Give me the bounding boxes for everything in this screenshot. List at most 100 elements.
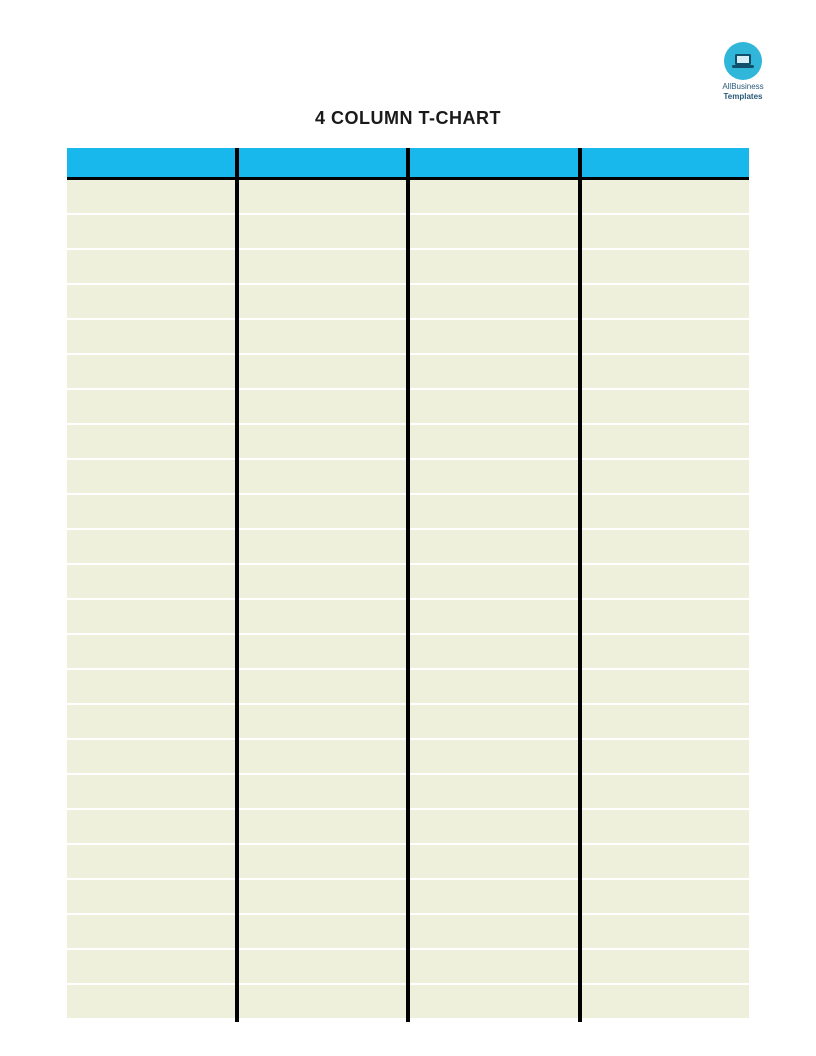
t-chart-cell [239,740,407,773]
t-chart-row [67,320,749,353]
column-separator [578,458,582,460]
t-chart-cell [410,705,578,738]
t-chart-cell [582,425,750,458]
t-chart-cell [582,705,750,738]
column-separator [406,388,410,390]
t-chart-row [67,880,749,913]
t-chart-row [67,180,749,213]
t-chart-cell [67,530,235,563]
column-separator [406,423,410,425]
t-chart-cell [410,810,578,843]
column-separator [406,563,410,565]
t-chart-cell [582,775,750,808]
column-separator [235,668,239,670]
t-chart-cell [67,285,235,318]
column-separator [578,423,582,425]
column-separator [235,388,239,390]
t-chart-cell [239,915,407,948]
column-separator [406,773,410,775]
t-chart-row [67,810,749,843]
row-separator [67,913,749,915]
column-separator [578,633,582,635]
t-chart-header-cell [67,148,235,177]
t-chart-header-row [67,148,749,180]
column-separator [406,703,410,705]
column-separator [578,388,582,390]
t-chart-row [67,670,749,703]
column-separator-stub [406,1018,410,1022]
column-separator [235,318,239,320]
t-chart-cell [410,950,578,983]
column-separator [578,598,582,600]
column-separator [406,808,410,810]
t-chart-cell [582,250,750,283]
t-chart-cell [582,215,750,248]
column-separator [406,738,410,740]
t-chart-cell [582,810,750,843]
t-chart-cell [410,670,578,703]
t-chart-row [67,355,749,388]
column-separator [235,493,239,495]
column-separator-stub [235,1018,239,1022]
t-chart-cell [67,390,235,423]
column-separator [578,318,582,320]
logo-text-line1: AllBusiness [722,82,763,91]
column-separator [235,738,239,740]
t-chart-cell [582,635,750,668]
t-chart-cell [67,460,235,493]
row-separator [67,283,749,285]
t-chart-cell [410,390,578,423]
column-separator [235,913,239,915]
t-chart-cell [239,670,407,703]
t-chart-cell [582,600,750,633]
t-chart-cell [582,915,750,948]
column-separator [235,528,239,530]
t-chart-cell [239,495,407,528]
t-chart-cell [239,985,407,1018]
t-chart-cell [67,915,235,948]
t-chart-row [67,565,749,598]
column-separator [406,493,410,495]
t-chart-row [67,600,749,633]
t-chart-cell [410,425,578,458]
t-chart-header-cell [239,148,407,177]
t-chart-row [67,250,749,283]
column-separator [406,248,410,250]
column-separator [235,563,239,565]
row-separator [67,878,749,880]
column-separator [406,843,410,845]
t-chart-row [67,495,749,528]
t-chart-cell [410,250,578,283]
t-chart [67,148,749,1018]
row-separator [67,563,749,565]
t-chart-cell [582,530,750,563]
column-separator [235,948,239,950]
brand-logo: AllBusinessTemplates [712,42,774,102]
row-separator [67,703,749,705]
t-chart-cell [67,950,235,983]
column-separator [235,878,239,880]
column-separator [235,703,239,705]
t-chart-row [67,530,749,563]
laptop-icon [732,53,754,69]
t-chart-cell [410,215,578,248]
t-chart-cell [582,985,750,1018]
t-chart-cell [582,285,750,318]
t-chart-cell [67,810,235,843]
logo-text: AllBusinessTemplates [712,82,774,102]
row-separator [67,808,749,810]
t-chart-cell [67,180,235,213]
t-chart-cell [239,600,407,633]
t-chart-row [67,705,749,738]
column-separator [578,703,582,705]
column-separator [578,213,582,215]
t-chart-cell [239,215,407,248]
t-chart-row [67,635,749,668]
page: AllBusinessTemplates 4 COLUMN T-CHART [0,0,816,1056]
row-separator [67,213,749,215]
t-chart-cell [239,320,407,353]
column-separator [406,458,410,460]
t-chart-cell [239,950,407,983]
row-separator [67,983,749,985]
t-chart-row [67,845,749,878]
